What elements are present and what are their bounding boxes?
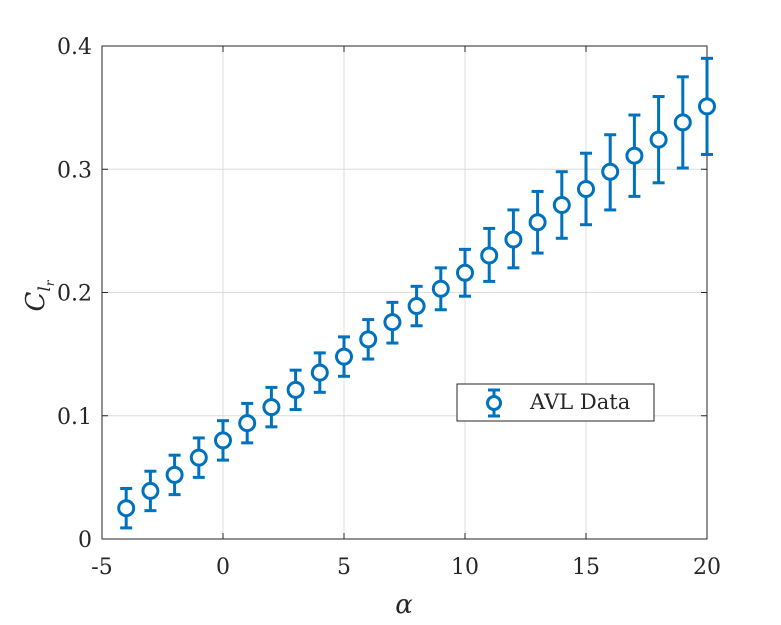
marker-circle [238,414,257,433]
marker-circle [335,347,353,366]
y-tick-label: 0.1 [57,405,92,430]
legend-marker-circle [486,395,502,411]
x-tick-labels: -5 0 5 10 15 20 [91,555,721,580]
y-axis-label-sub: l [35,286,55,291]
data-point [189,436,208,479]
y-tick-label: 0.2 [57,282,92,307]
y-tick-label: 0 [78,528,92,553]
data-point [310,351,329,394]
y-tick-labels: 0 0.1 0.2 0.3 0.4 [57,35,92,553]
data-point [286,368,305,412]
data-point [141,469,160,513]
y-tick-label: 0.3 [57,158,92,183]
x-axis-label: α [395,590,413,620]
series-avl-data [117,56,716,530]
legend-label: AVL Data [529,390,630,414]
data-point [577,151,595,227]
y-axis-label: Clr [21,279,57,311]
x-tick-label: 10 [451,555,479,580]
y-axis-label-main: C [21,292,51,312]
marker-circle [698,97,716,116]
marker-circle [480,246,499,265]
marker-circle [189,448,208,467]
x-tick-label: -5 [91,555,112,580]
marker-circle [528,213,547,232]
data-point [528,189,547,255]
data-point [117,486,136,530]
data-point [673,75,692,170]
data-point [431,266,450,312]
grid-lines [102,46,707,539]
data-point [335,335,353,378]
data-point [480,226,499,283]
marker-circle [431,279,450,298]
data-point [649,95,668,185]
marker-circle [552,195,571,214]
x-tick-label: 5 [337,555,351,580]
data-point [504,208,523,270]
data-point [165,453,184,497]
marker-circle [286,380,305,399]
marker-circle [504,230,523,249]
marker-circle [214,431,232,450]
data-point [407,284,426,328]
marker-circle [165,465,184,484]
data-point [625,113,644,198]
marker-circle [383,313,402,332]
marker-circle [625,146,644,165]
marker-circle [310,363,329,382]
data-point [383,300,402,345]
x-tick-label: 15 [572,555,600,580]
data-point [698,56,716,156]
legend: AVL Data [456,383,655,422]
data-point [238,401,257,445]
data-point [359,318,378,361]
marker-circle [601,162,620,181]
y-axis-label-subsub: r [43,279,57,286]
marker-circle [456,263,474,282]
x-tick-label: 0 [216,555,230,580]
marker-circle [673,113,692,132]
svg-text:Clr: Clr [21,279,57,311]
data-point [552,170,571,240]
marker-circle [141,481,160,500]
data-point [456,247,474,298]
x-tick-label: 20 [693,555,721,580]
marker-circle [577,179,595,198]
data-point [262,385,281,429]
data-point [601,133,620,212]
marker-circle [359,330,378,349]
marker-circle [649,130,668,149]
tick-marks [101,45,708,540]
legend-marker [486,388,502,418]
marker-circle [262,398,281,417]
marker-circle [117,499,136,518]
data-point [214,419,232,462]
y-tick-label: 0.4 [57,35,92,60]
marker-circle [407,297,426,316]
